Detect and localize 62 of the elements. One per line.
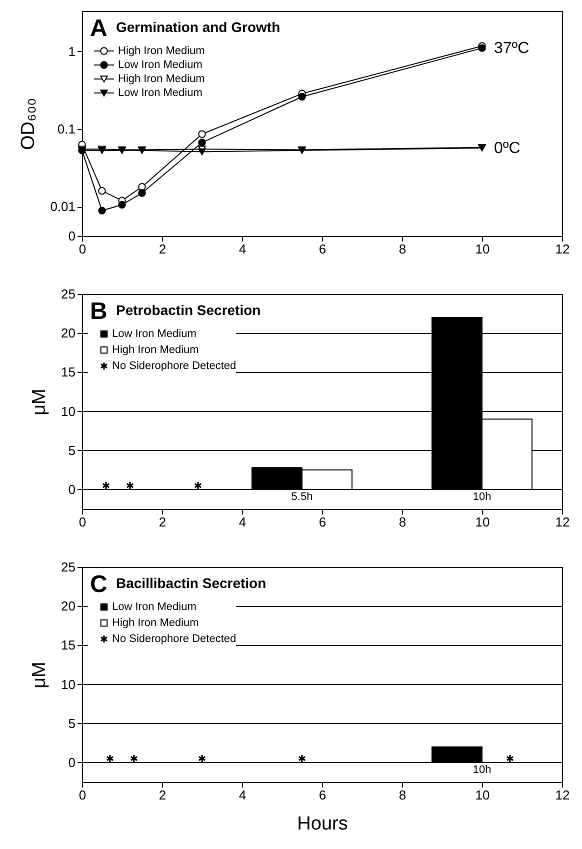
legend-label: Low Iron Medium: [118, 87, 202, 99]
x-axis-title: Hours: [297, 814, 348, 834]
legend-label: Low Iron Medium: [118, 59, 202, 71]
legend-label: No Siderophore Detected: [112, 633, 236, 645]
x-tick-label: 0: [78, 242, 86, 256]
y-tick-label: 10: [61, 676, 76, 692]
annotation: 5.5h: [291, 491, 313, 503]
x-tick-label: 8: [398, 514, 406, 530]
text: Bacillibactin Secretion: [116, 575, 266, 591]
y-tick-label: 1: [68, 44, 76, 59]
x-tick-label: 6: [318, 788, 326, 802]
legend-label: Low Iron Medium: [112, 601, 196, 613]
x-tick-label: 6: [318, 242, 326, 256]
legend-label: No Siderophore Detected: [112, 360, 236, 372]
x-tick-label: 12: [555, 514, 570, 530]
legend-label: High Iron Medium: [112, 617, 199, 629]
y-tick-label: 15: [61, 364, 76, 380]
y-tick-label: 0: [68, 228, 76, 244]
y-tick-label: 25: [61, 286, 76, 302]
x-tick-label: 0: [78, 788, 86, 802]
annotation: 10h: [472, 491, 492, 503]
legend-label: High Iron Medium: [112, 344, 199, 356]
text: Germination and Growth: [116, 19, 280, 35]
y-axis-title: μM: [29, 662, 50, 688]
y-tick-label: 0.1: [57, 122, 76, 137]
y-tick-label: 5: [68, 442, 76, 458]
y-tick-label: 25: [61, 560, 76, 574]
y-tick-label: 20: [61, 598, 76, 614]
x-tick-label: 10: [475, 514, 490, 530]
x-tick-label: 2: [158, 242, 166, 256]
x-tick-label: 4: [238, 788, 246, 802]
annotation: A: [90, 15, 108, 42]
y-tick-label: 15: [61, 638, 76, 653]
x-tick-label: 12: [555, 788, 570, 802]
annotation: 10h: [472, 764, 492, 776]
x-tick-label: 6: [318, 514, 326, 530]
legend-label: Low Iron Medium: [112, 328, 196, 340]
y-tick-label: 0: [68, 482, 76, 497]
annotation: 37ºC: [494, 40, 530, 58]
x-tick-label: 8: [398, 242, 406, 256]
x-tick-label: 12: [555, 242, 570, 256]
x-tick-label: 2: [158, 788, 166, 802]
x-tick-label: 10: [475, 788, 490, 802]
y-tick-label: 20: [61, 326, 76, 341]
legend-label: High Iron Medium: [118, 73, 205, 85]
annotation: 0ºC: [494, 140, 520, 157]
annotation: C: [90, 571, 108, 598]
y-tick-label: 5: [68, 716, 76, 731]
y-tick-label: 10: [61, 404, 76, 419]
x-tick-label: 8: [398, 788, 406, 802]
annotation: B: [90, 298, 108, 325]
y-tick-label: 0.01: [50, 199, 76, 214]
x-tick-label: 2: [158, 514, 166, 530]
x-tick-label: 10: [475, 242, 490, 256]
legend-label: High Iron Medium: [118, 45, 205, 57]
y-tick-label: 0: [68, 754, 76, 770]
y-axis-title: μM: [29, 388, 50, 416]
y-axis-title: OD₆₀₀: [18, 98, 40, 150]
x-tick-label: 0: [78, 514, 86, 530]
x-tick-label: 4: [238, 242, 246, 256]
x-tick-label: 4: [238, 514, 246, 530]
text: Petrobactin Secretion: [116, 302, 261, 318]
